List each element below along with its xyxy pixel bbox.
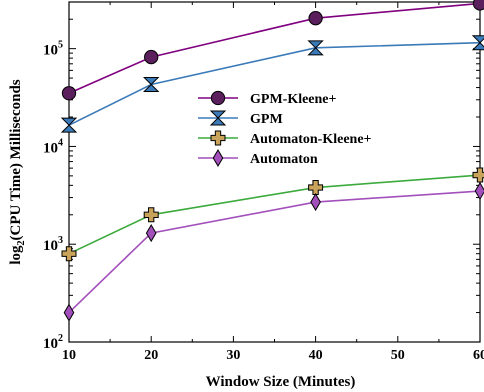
y-tick-base: 10 [43, 140, 58, 156]
series-line [68, 2, 481, 94]
x-tick-label: 10 [62, 348, 76, 363]
marker-hourglass [471, 35, 484, 51]
marker-diamond [63, 303, 75, 322]
y-tick-label: 105 [43, 40, 63, 59]
series-line [68, 41, 481, 126]
series-automaton [63, 181, 484, 322]
y-tick-base: 10 [43, 336, 58, 352]
marker-plus [61, 246, 77, 262]
series-line [68, 174, 481, 255]
legend-label: Automaton [250, 152, 318, 167]
y-axis-title: log2(CPU Time) Milliseconds [8, 79, 27, 264]
y-tick-exponent: 4 [58, 137, 63, 148]
legend: GPM-Kleene+ GPM Automaton-Kleene+ Automaton [198, 90, 372, 168]
y-tick-base: 10 [43, 43, 58, 59]
y-tick-exponent: 3 [58, 235, 63, 246]
marker-circle [472, 0, 484, 11]
legend-label: Automaton-Kleene+ [250, 132, 372, 147]
y-tick-exponent: 5 [58, 40, 63, 51]
y-axis-title-suffix: (CPU Time) Milliseconds [8, 79, 24, 240]
marker-plus [210, 130, 226, 146]
y-axis-title-prefix: log [8, 245, 24, 265]
y-tick-label: 104 [43, 137, 63, 156]
x-tick-label: 50 [391, 348, 405, 363]
y-tick-exponent: 2 [58, 333, 63, 344]
series-gpm-kleene- [61, 0, 484, 101]
marker-diamond [474, 181, 484, 201]
marker-circle [144, 49, 159, 65]
marker-diamond [212, 148, 224, 168]
marker-hourglass [209, 110, 227, 126]
marker-circle [61, 86, 77, 101]
marker-hourglass [60, 117, 78, 133]
legend-label: GPM [250, 112, 283, 127]
marker-plus [472, 167, 484, 183]
marker-plus [143, 207, 159, 223]
y-tick-label: 102 [43, 333, 63, 352]
x-tick-label: 60 [473, 348, 484, 363]
x-axis-title: Window Size (Minutes) [206, 374, 356, 390]
marker-circle [210, 90, 226, 106]
series-line [68, 190, 481, 314]
marker-diamond [310, 193, 321, 212]
x-tick-label: 20 [144, 348, 158, 363]
x-tick-label: 30 [226, 348, 240, 363]
y-tick-base: 10 [43, 238, 58, 254]
y-axis-title-subscript: 2 [16, 240, 27, 245]
y-tick-label: 103 [43, 235, 63, 254]
series-gpm [60, 35, 484, 133]
marker-diamond [145, 224, 157, 243]
series-automaton-kleene- [61, 167, 484, 262]
marker-circle [308, 11, 323, 26]
marker-plus [308, 180, 324, 196]
x-tick-label: 40 [309, 348, 323, 363]
legend-label: GPM-Kleene+ [250, 92, 337, 107]
marker-hourglass [307, 40, 324, 56]
marker-hourglass [142, 76, 160, 92]
plot-frame [68, 1, 481, 343]
